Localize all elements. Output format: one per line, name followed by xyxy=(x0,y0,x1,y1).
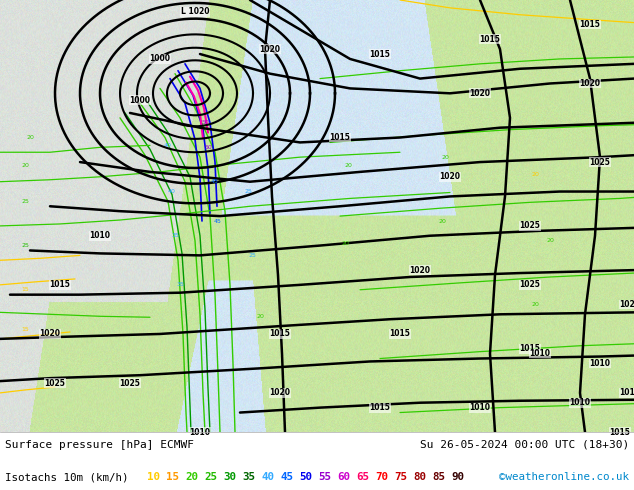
Text: 25: 25 xyxy=(244,189,252,194)
Text: 1015: 1015 xyxy=(619,389,634,397)
Text: 45: 45 xyxy=(214,219,222,223)
Text: 1010: 1010 xyxy=(470,403,491,412)
Text: 1015: 1015 xyxy=(269,329,290,339)
Text: 1015: 1015 xyxy=(609,428,630,437)
Text: Su 26-05-2024 00:00 UTC (18+30): Su 26-05-2024 00:00 UTC (18+30) xyxy=(420,440,629,450)
Text: 15: 15 xyxy=(21,287,29,292)
Text: 50: 50 xyxy=(201,120,209,125)
Text: 90: 90 xyxy=(451,472,465,482)
Text: 25: 25 xyxy=(21,199,29,204)
Text: 20: 20 xyxy=(441,155,449,160)
Text: 20: 20 xyxy=(21,163,29,168)
Text: 1015: 1015 xyxy=(49,280,70,290)
Text: 20: 20 xyxy=(256,314,264,319)
Text: 25: 25 xyxy=(21,243,29,248)
Text: 1015: 1015 xyxy=(579,20,600,29)
Text: 1015: 1015 xyxy=(370,403,391,412)
Text: 50: 50 xyxy=(204,145,212,150)
Text: 1020: 1020 xyxy=(269,389,290,397)
Text: 10: 10 xyxy=(147,472,160,482)
Text: Surface pressure [hPa] ECMWF: Surface pressure [hPa] ECMWF xyxy=(5,440,194,450)
Text: 1020: 1020 xyxy=(39,329,60,339)
Text: 45: 45 xyxy=(280,472,294,482)
Text: 40: 40 xyxy=(261,472,275,482)
Text: 1025: 1025 xyxy=(519,221,540,230)
Text: 1015: 1015 xyxy=(519,344,540,353)
Text: 40: 40 xyxy=(164,143,172,148)
Text: Isotachs 10m (km/h): Isotachs 10m (km/h) xyxy=(5,472,129,482)
Text: 1020: 1020 xyxy=(579,79,600,88)
Text: 1025: 1025 xyxy=(619,300,634,309)
Text: 60: 60 xyxy=(337,472,351,482)
Text: 20: 20 xyxy=(531,302,539,307)
Text: 1025: 1025 xyxy=(44,379,65,388)
Text: 40: 40 xyxy=(168,189,176,194)
Text: 1015: 1015 xyxy=(389,329,410,339)
Text: 1000: 1000 xyxy=(129,96,150,105)
Text: 1020: 1020 xyxy=(410,266,430,274)
Text: ©weatheronline.co.uk: ©weatheronline.co.uk xyxy=(499,472,629,482)
Text: 65: 65 xyxy=(356,472,370,482)
Text: L 1020: L 1020 xyxy=(181,7,209,16)
Text: 20: 20 xyxy=(438,219,446,223)
Text: 1010: 1010 xyxy=(569,398,590,407)
Text: 1025: 1025 xyxy=(519,280,540,290)
Text: 1000: 1000 xyxy=(150,54,171,63)
Text: 50: 50 xyxy=(299,472,313,482)
Text: 25: 25 xyxy=(204,472,217,482)
Text: 1020: 1020 xyxy=(439,172,460,181)
Text: 20: 20 xyxy=(546,238,554,243)
Text: 70: 70 xyxy=(375,472,389,482)
Text: 20: 20 xyxy=(185,472,198,482)
Text: 1010: 1010 xyxy=(529,349,550,358)
Text: 20: 20 xyxy=(26,135,34,140)
Text: 20: 20 xyxy=(531,172,539,177)
Text: 85: 85 xyxy=(432,472,446,482)
Text: 25: 25 xyxy=(248,253,256,258)
Text: 1015: 1015 xyxy=(330,133,351,142)
Text: 80: 80 xyxy=(413,472,427,482)
Text: 35: 35 xyxy=(171,233,179,238)
Text: 75: 75 xyxy=(394,472,408,482)
Text: 1020: 1020 xyxy=(470,89,491,98)
Text: 1015: 1015 xyxy=(370,49,391,58)
Text: 45: 45 xyxy=(211,179,219,184)
Text: 15: 15 xyxy=(21,326,29,332)
Text: 35: 35 xyxy=(242,472,256,482)
Text: 20: 20 xyxy=(341,241,349,246)
Text: 1010: 1010 xyxy=(190,428,210,437)
Text: 1010: 1010 xyxy=(89,231,110,240)
Text: 20: 20 xyxy=(344,163,352,168)
Text: 1010: 1010 xyxy=(590,359,611,368)
Text: 1015: 1015 xyxy=(479,35,500,44)
Text: 15: 15 xyxy=(166,472,179,482)
Text: 1025: 1025 xyxy=(590,158,611,167)
Text: 30: 30 xyxy=(223,472,236,482)
Text: 1020: 1020 xyxy=(259,45,280,53)
Text: 35: 35 xyxy=(176,282,184,287)
Text: 55: 55 xyxy=(318,472,332,482)
Text: 1025: 1025 xyxy=(120,379,141,388)
